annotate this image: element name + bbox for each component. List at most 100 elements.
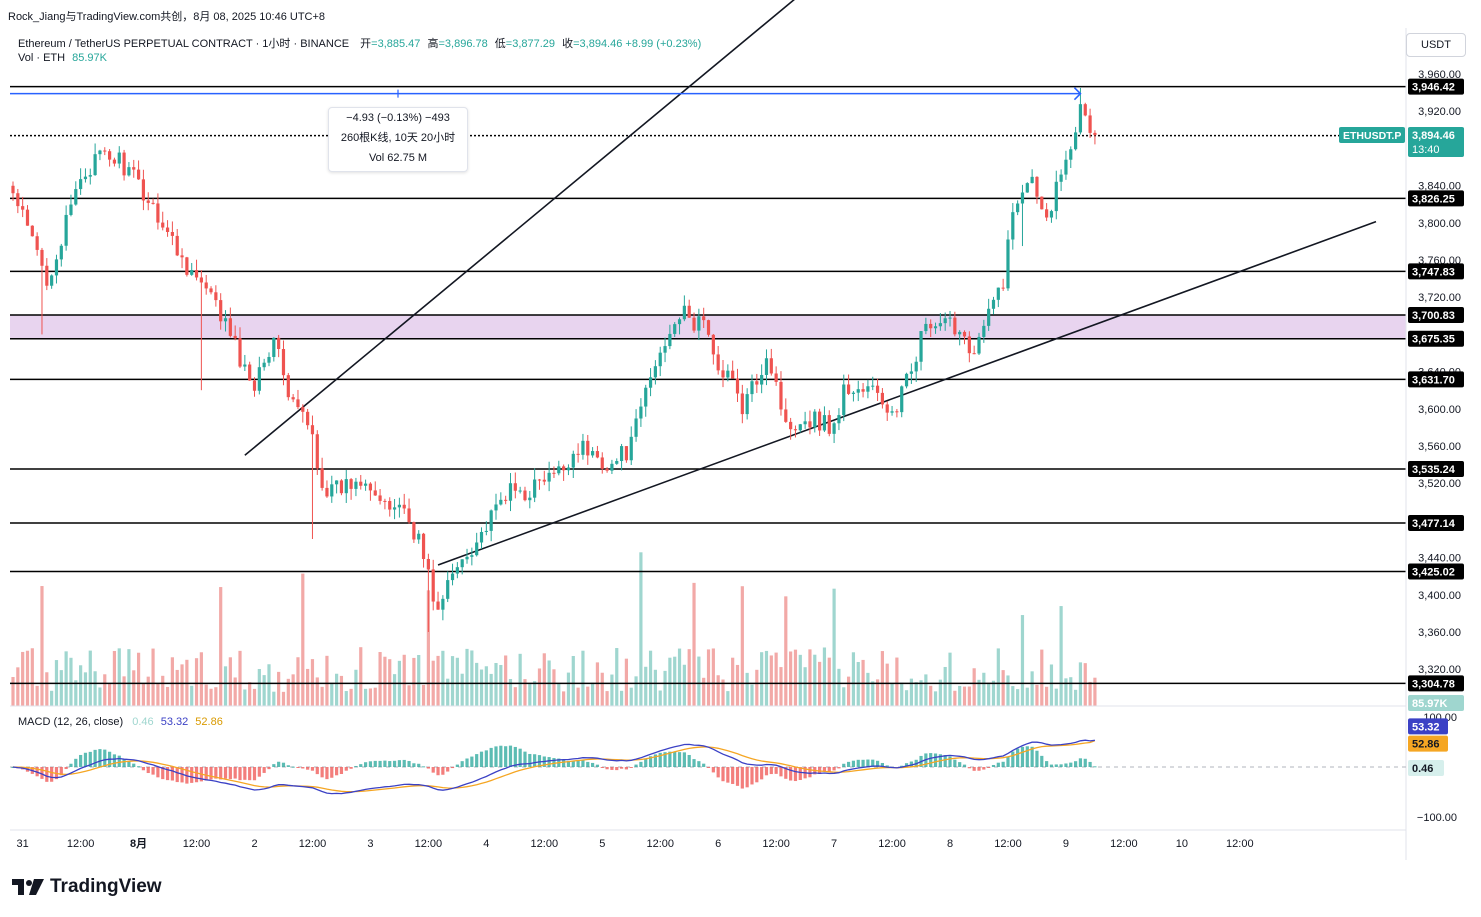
volume-bar xyxy=(494,662,498,706)
volume-bar xyxy=(537,668,542,706)
candle-body xyxy=(267,356,271,363)
macd-hist-bar xyxy=(518,748,522,767)
macd-hist-bar xyxy=(397,760,401,767)
volume-bar xyxy=(499,664,503,706)
candle-body xyxy=(296,399,300,408)
candle-body xyxy=(629,436,633,461)
candle-body xyxy=(21,206,25,210)
candle-body xyxy=(687,305,691,318)
volume-bar xyxy=(79,665,83,706)
candle-body xyxy=(653,366,657,378)
candle-body xyxy=(793,429,798,431)
measure-tool[interactable] xyxy=(10,87,1082,101)
volume-bar xyxy=(1054,688,1058,706)
horizontal-levels[interactable] xyxy=(10,85,1406,685)
macd-hist-bar xyxy=(668,751,672,767)
symbol-name[interactable]: Ethereum / TetherUS PERPETUAL CONTRACT ·… xyxy=(18,38,350,50)
macd-hist-bar xyxy=(1074,761,1078,767)
volume-bar xyxy=(64,651,68,706)
macd-hist-bar xyxy=(335,767,339,776)
time-axis[interactable]: 31 12:00 8月 12:00 2 12:00 3 12:00 4 12:00 5 12:00 6 1… xyxy=(17,837,1254,850)
macd-signal-tag-bg xyxy=(1408,735,1448,752)
level-tag-bg xyxy=(1408,461,1464,478)
macd-hist-bar xyxy=(769,767,773,775)
candle-body xyxy=(866,386,870,392)
candle-body xyxy=(412,522,416,540)
volume-bar xyxy=(50,690,54,706)
macd-hist-bar xyxy=(943,755,947,767)
candle-body xyxy=(953,317,957,335)
volume-bar xyxy=(363,688,368,706)
candle-body xyxy=(861,389,865,392)
candle-body xyxy=(1093,132,1097,135)
candle-body xyxy=(977,336,981,354)
level-tag-bg xyxy=(1408,675,1464,692)
measure-volume: Vol 62.75 M xyxy=(368,152,428,164)
candle-body xyxy=(605,468,609,471)
candle-body xyxy=(156,203,160,223)
macd-hist-bar xyxy=(562,759,566,767)
volume-bar xyxy=(542,653,546,706)
macd-hist-bar xyxy=(977,767,981,771)
candle-body xyxy=(528,497,532,501)
macd-hist-bar xyxy=(64,767,68,770)
candle-body xyxy=(436,601,440,610)
macd-hist-bar xyxy=(117,755,121,767)
chart-pane[interactable] xyxy=(10,28,1406,706)
candle-body xyxy=(190,270,194,275)
macd-hist-bar xyxy=(1020,746,1025,767)
tradingview-logo[interactable]: TradingView xyxy=(12,876,162,898)
volume-bar xyxy=(1049,664,1054,706)
volume-bar xyxy=(624,658,629,706)
macd-hist-bar xyxy=(45,767,49,782)
candle-body xyxy=(856,389,860,393)
currency-button[interactable]: USDT xyxy=(1406,33,1466,57)
volume-bar xyxy=(581,650,585,706)
volume-label[interactable]: Vol · ETH xyxy=(18,52,66,64)
time-tick-label: 12:00 xyxy=(994,838,1022,850)
macd-hist-bar xyxy=(740,767,744,789)
candle-body xyxy=(146,200,150,203)
level-tag: 3,675.35 xyxy=(1412,334,1455,346)
macd-label[interactable]: MACD (12, 26, close) xyxy=(18,716,124,728)
open-label: 开 xyxy=(360,38,372,50)
volume-bar xyxy=(238,650,242,706)
volume-bar xyxy=(489,673,493,706)
macd-hist-bar xyxy=(484,750,488,767)
macd-hist-bar xyxy=(648,756,653,767)
macd-hist-bar xyxy=(764,767,769,776)
macd-hist-bar xyxy=(909,761,913,767)
volume-bar xyxy=(933,691,938,706)
volume-bar xyxy=(161,675,165,706)
volume-bar xyxy=(851,652,856,706)
macd-hist-bar xyxy=(547,757,551,767)
volume-bar xyxy=(948,652,952,706)
volume-bar xyxy=(446,678,450,706)
volume-bar xyxy=(837,668,841,706)
macd-hist-bar xyxy=(74,758,78,767)
volume-bar xyxy=(750,684,754,706)
symbol-tag: ETHUSDT.P xyxy=(1343,130,1401,142)
macd-hist-bar xyxy=(325,767,329,780)
volume-bar xyxy=(890,683,894,706)
macd-hist-bar xyxy=(866,759,870,767)
macd-hist-bar xyxy=(774,767,778,774)
price-tick-label: 3,800.00 xyxy=(1418,218,1461,230)
volume-tag: 85.97K xyxy=(1412,698,1448,710)
macd-hist-bar xyxy=(103,749,107,767)
macd-hist-bar xyxy=(450,767,455,769)
candle-body xyxy=(832,423,836,434)
macd-hist-bar xyxy=(933,753,938,767)
volume-bar xyxy=(880,651,884,706)
candle-body xyxy=(262,362,266,368)
volume-bar xyxy=(789,651,793,706)
macd-hist-bar xyxy=(996,762,1000,767)
candle-body xyxy=(165,227,170,232)
macd-hist-bar xyxy=(663,752,667,767)
candle-body xyxy=(378,495,382,501)
time-tick-label: 5 xyxy=(599,838,605,850)
volume-bar xyxy=(523,679,527,706)
macd-hist-bar xyxy=(784,767,788,779)
trend-channel[interactable] xyxy=(244,0,1377,566)
